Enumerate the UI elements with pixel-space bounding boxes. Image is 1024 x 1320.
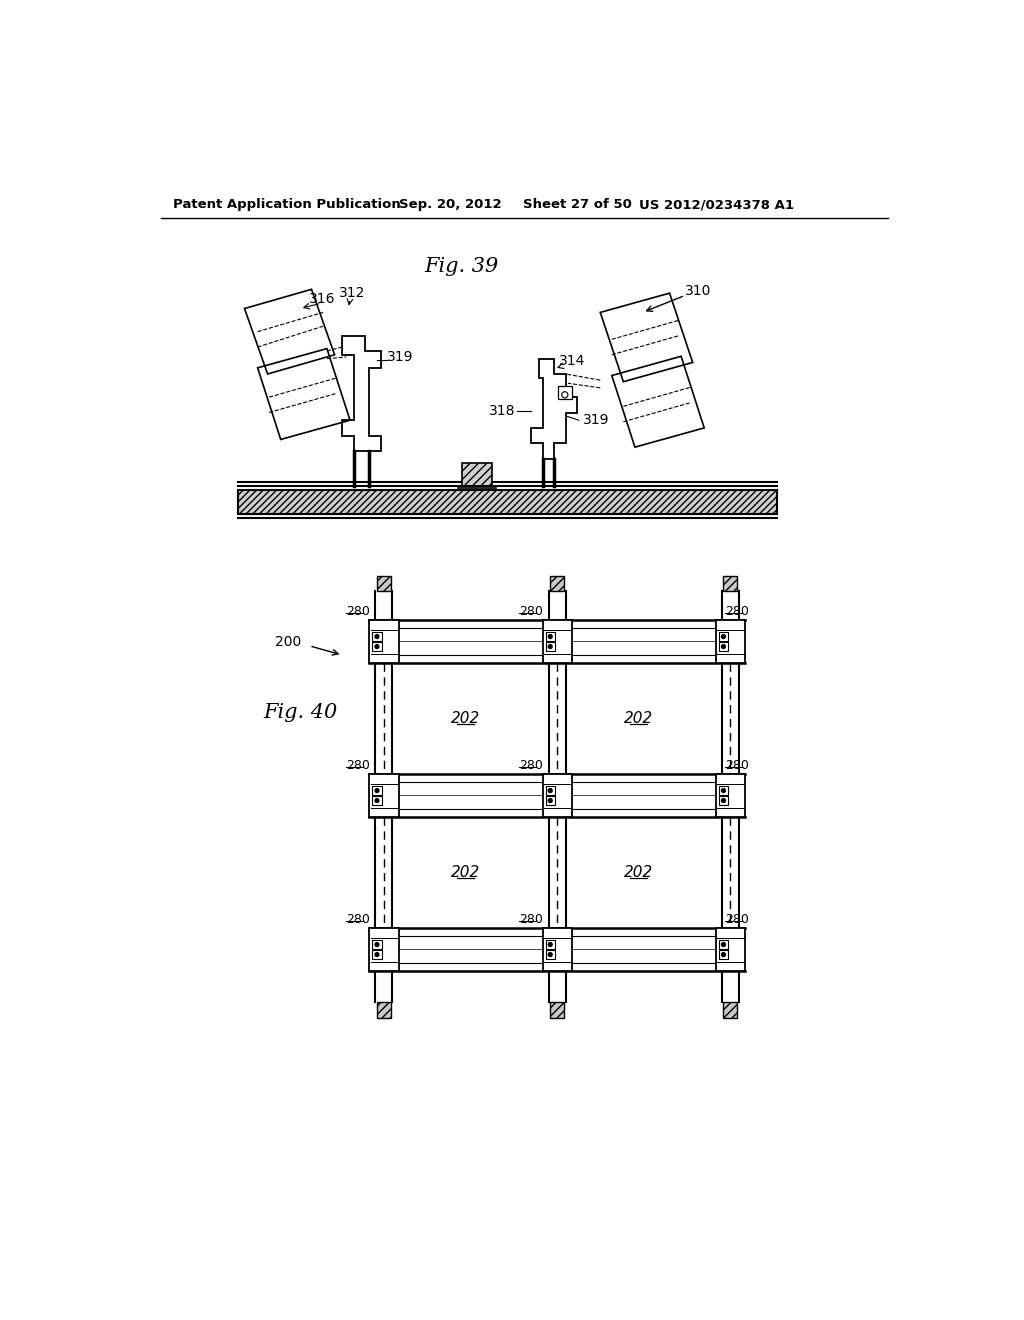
Bar xyxy=(716,620,745,663)
Circle shape xyxy=(548,788,552,792)
Bar xyxy=(719,950,728,960)
Circle shape xyxy=(722,788,725,792)
Circle shape xyxy=(548,644,552,648)
Circle shape xyxy=(722,799,725,803)
Circle shape xyxy=(375,644,379,648)
Text: 319: 319 xyxy=(387,350,414,364)
Text: US 2012/0234378 A1: US 2012/0234378 A1 xyxy=(639,198,794,211)
Text: 280: 280 xyxy=(346,759,370,772)
Bar xyxy=(546,642,555,651)
Circle shape xyxy=(722,635,725,639)
Bar xyxy=(373,950,382,960)
Circle shape xyxy=(722,942,725,946)
Bar xyxy=(724,1002,737,1019)
Bar xyxy=(546,950,555,960)
Bar xyxy=(550,576,564,591)
Text: 314: 314 xyxy=(559,354,585,368)
Text: 202: 202 xyxy=(451,865,480,879)
Circle shape xyxy=(375,788,379,792)
Bar xyxy=(543,775,571,817)
Text: 318: 318 xyxy=(489,404,515,418)
Text: 202: 202 xyxy=(625,865,653,879)
Text: 280: 280 xyxy=(725,759,749,772)
Bar xyxy=(558,385,571,400)
Circle shape xyxy=(548,635,552,639)
Bar xyxy=(719,785,728,795)
Text: 316: 316 xyxy=(309,292,336,305)
Bar xyxy=(370,775,398,817)
Bar xyxy=(543,928,571,970)
Bar xyxy=(377,1002,391,1019)
Bar xyxy=(543,620,571,663)
Text: 280: 280 xyxy=(519,759,544,772)
Bar xyxy=(370,620,398,663)
Circle shape xyxy=(375,635,379,639)
Circle shape xyxy=(548,942,552,946)
Text: Fig. 39: Fig. 39 xyxy=(425,256,499,276)
Text: 280: 280 xyxy=(519,605,544,618)
Bar xyxy=(373,796,382,805)
Bar xyxy=(546,632,555,642)
Bar xyxy=(719,632,728,642)
Circle shape xyxy=(722,953,725,957)
Text: 312: 312 xyxy=(339,286,365,300)
Circle shape xyxy=(375,942,379,946)
Text: 319: 319 xyxy=(583,413,609,428)
Circle shape xyxy=(375,799,379,803)
Circle shape xyxy=(548,799,552,803)
Bar xyxy=(462,462,493,486)
Bar xyxy=(377,576,391,591)
Text: 280: 280 xyxy=(346,605,370,618)
Bar xyxy=(373,940,382,949)
Text: Sheet 27 of 50: Sheet 27 of 50 xyxy=(523,198,632,211)
Text: Sep. 20, 2012: Sep. 20, 2012 xyxy=(398,198,501,211)
Text: 310: 310 xyxy=(685,284,712,298)
Bar xyxy=(373,642,382,651)
Circle shape xyxy=(548,953,552,957)
Bar xyxy=(546,940,555,949)
Text: 200: 200 xyxy=(275,635,301,649)
Bar xyxy=(546,785,555,795)
Text: 202: 202 xyxy=(451,710,480,726)
Circle shape xyxy=(722,644,725,648)
Bar xyxy=(370,928,398,970)
Circle shape xyxy=(375,953,379,957)
Bar xyxy=(724,576,737,591)
Bar xyxy=(719,940,728,949)
Text: Fig. 40: Fig. 40 xyxy=(263,704,337,722)
Bar xyxy=(373,632,382,642)
Text: 202: 202 xyxy=(625,710,653,726)
Bar xyxy=(716,928,745,970)
Bar xyxy=(716,775,745,817)
Bar xyxy=(550,1002,564,1019)
Text: 280: 280 xyxy=(725,605,749,618)
Bar xyxy=(719,796,728,805)
Text: Patent Application Publication: Patent Application Publication xyxy=(173,198,400,211)
Bar xyxy=(546,796,555,805)
Text: 280: 280 xyxy=(519,912,544,925)
Text: 280: 280 xyxy=(725,912,749,925)
Text: 280: 280 xyxy=(346,912,370,925)
Bar xyxy=(239,490,777,515)
Bar xyxy=(373,785,382,795)
Bar xyxy=(719,642,728,651)
